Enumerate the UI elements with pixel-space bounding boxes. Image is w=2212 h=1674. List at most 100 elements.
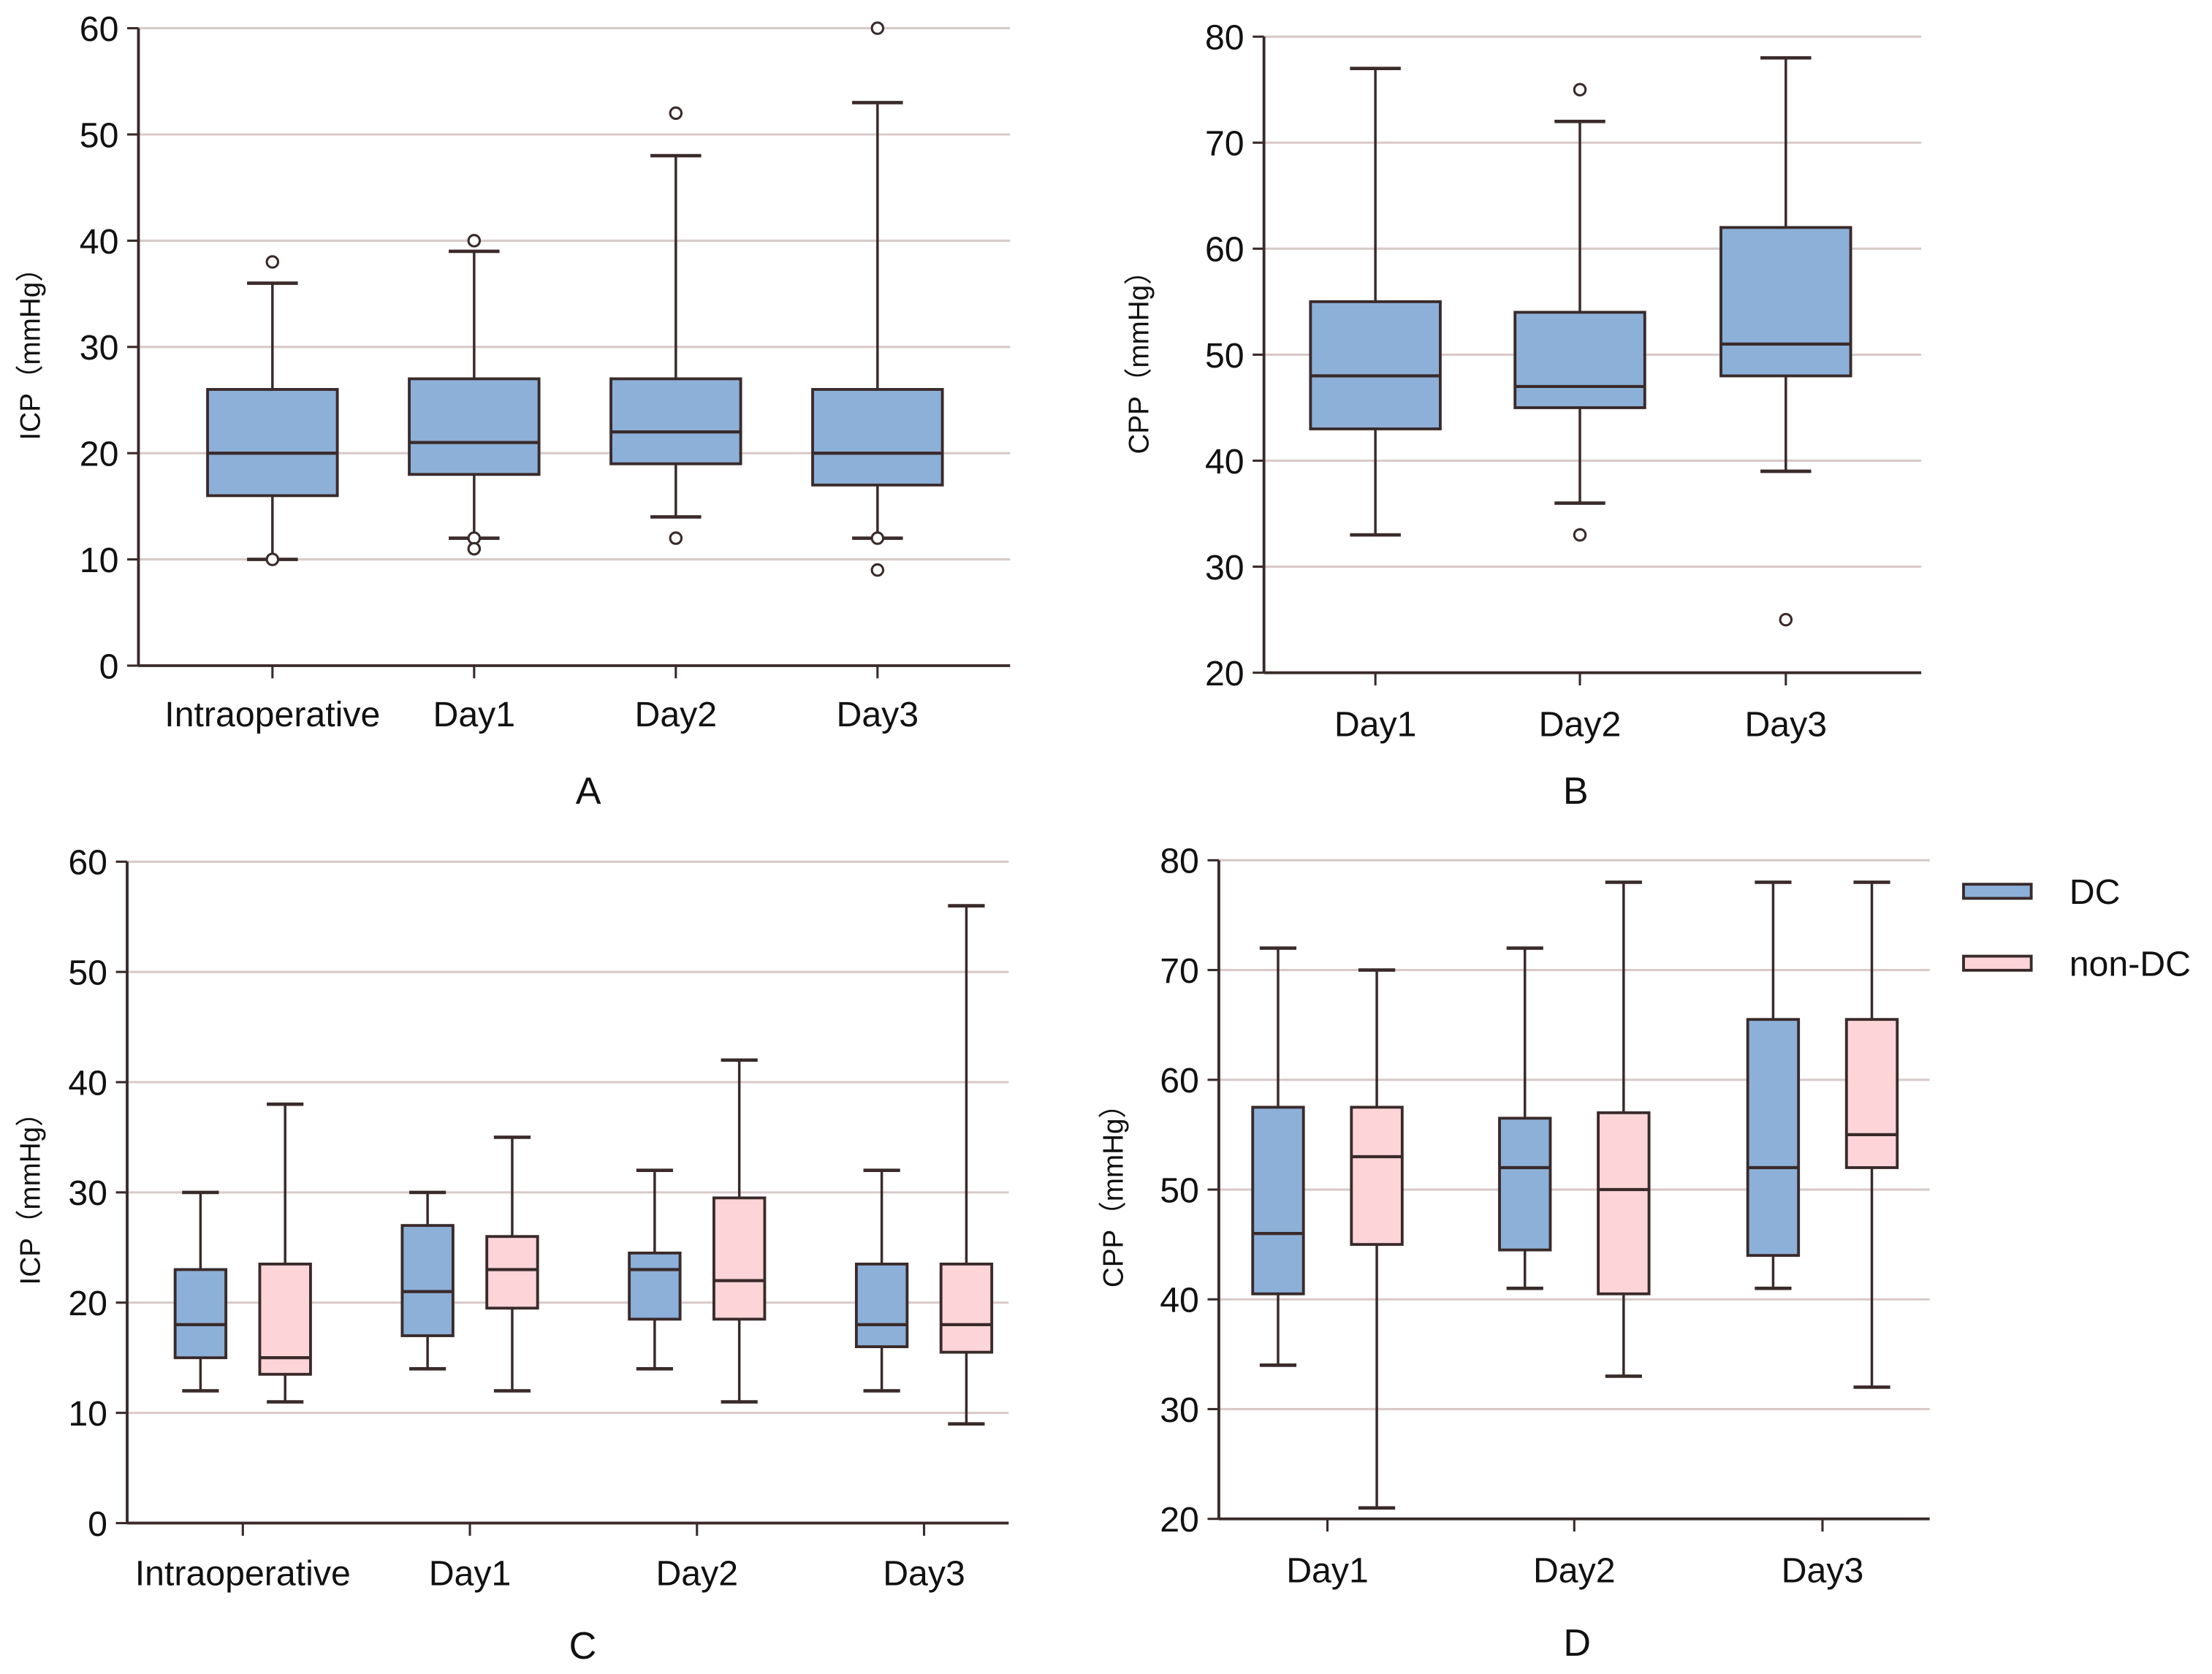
y-axis-label: CPP（mmHg） <box>1123 256 1155 454</box>
iqr-box <box>712 1196 767 1321</box>
box-non-dc-intraoperative <box>258 1102 312 1404</box>
panel-letter: D <box>1563 1622 1591 1665</box>
x-tick-label: Day3 <box>837 695 919 734</box>
box-non-dc-day1 <box>485 1135 539 1393</box>
y-tick-label: 20 <box>1160 1500 1199 1540</box>
box-all-day3 <box>811 21 944 577</box>
outlier-point <box>1779 612 1793 627</box>
iqr-box <box>628 1251 682 1321</box>
box-non-dc-day3 <box>939 904 994 1426</box>
legend-label: non-DC <box>2070 945 2191 984</box>
box-dc-day2 <box>1498 946 1552 1290</box>
y-tick-label: 50 <box>68 954 107 993</box>
y-tick-label: 20 <box>1205 654 1244 693</box>
y-axis-label: ICP（mmHg） <box>15 1098 46 1285</box>
outlier-point <box>870 21 885 35</box>
y-tick-label: 50 <box>1160 1171 1199 1210</box>
box-dc-day1 <box>400 1190 455 1371</box>
iqr-box <box>609 377 742 465</box>
outlier-point <box>870 563 885 577</box>
x-tick-label: Intraoperative <box>164 695 380 734</box>
box-dc-day3 <box>1746 880 1801 1290</box>
y-tick-label: 40 <box>1160 1281 1199 1320</box>
iqr-box <box>1513 311 1646 409</box>
legend-swatch <box>1962 883 2033 900</box>
y-tick-label: 20 <box>68 1284 107 1323</box>
y-tick-label: 30 <box>68 1173 107 1213</box>
iqr-box <box>1844 1018 1899 1169</box>
box-all-day1 <box>408 234 541 556</box>
y-tick-label: 20 <box>80 435 119 474</box>
x-tick-label: Intraoperative <box>135 1553 351 1593</box>
x-tick-label: Day1 <box>433 695 516 734</box>
iqr-box <box>173 1268 228 1360</box>
outlier-point <box>1573 83 1587 96</box>
x-tick-label: Day3 <box>1782 1551 1864 1591</box>
y-tick-label: 30 <box>1160 1390 1199 1430</box>
legend: DC non-DC <box>1962 872 2191 984</box>
iqr-box <box>1597 1111 1651 1296</box>
panel-letter: A <box>576 770 601 813</box>
outlier-point <box>669 106 683 121</box>
y-tick-label: 60 <box>1160 1061 1199 1100</box>
iqr-box <box>400 1224 455 1337</box>
iqr-box <box>1251 1106 1305 1296</box>
iqr-box <box>939 1263 994 1354</box>
outlier-point <box>265 552 280 566</box>
y-tick-label: 10 <box>68 1394 107 1434</box>
box-all-intraoperative <box>206 255 339 566</box>
y-tick-label: 60 <box>80 9 119 49</box>
y-tick-label: 40 <box>1205 442 1244 482</box>
y-tick-label: 0 <box>88 1504 107 1544</box>
iqr-box <box>1309 300 1442 430</box>
legend-label: DC <box>2070 872 2121 912</box>
y-tick-label: 30 <box>1205 548 1244 587</box>
iqr-box <box>1498 1116 1552 1252</box>
y-tick-label: 0 <box>99 647 119 686</box>
panel-c: 0 10 20 30 40 50 60 ICP（mmHg） Intraoperative Day1… <box>15 843 1009 1667</box>
panel-letter: C <box>569 1625 597 1667</box>
outlier-point <box>870 531 885 545</box>
box-all-day3 <box>1719 56 1852 627</box>
y-tick-label: 30 <box>80 328 119 368</box>
iqr-box <box>206 388 339 498</box>
panel-letter: B <box>1563 770 1589 813</box>
y-axis-label: CPP（mmHg） <box>1098 1090 1130 1287</box>
box-non-dc-day2 <box>712 1058 767 1404</box>
iqr-box <box>1746 1018 1801 1258</box>
y-tick-label: 40 <box>68 1063 107 1103</box>
x-tick-label: Day2 <box>655 1553 738 1593</box>
x-tick-label: Day2 <box>635 695 718 734</box>
x-tick-label: Day1 <box>429 1553 512 1593</box>
box-all-day2 <box>1513 83 1646 542</box>
box-non-dc-day1 <box>1350 968 1404 1510</box>
box-dc-day1 <box>1251 946 1305 1367</box>
box-dc-day2 <box>628 1168 682 1371</box>
y-tick-label: 50 <box>1205 336 1244 376</box>
panel-b: 20 30 40 50 60 70 80 CPP（mmHg） Day1 Day2 Day3 B <box>1123 18 1922 813</box>
x-tick-label: Day3 <box>1744 704 1827 744</box>
box-all-day1 <box>1309 66 1442 537</box>
y-tick-label: 10 <box>80 541 119 580</box>
y-tick-label: 70 <box>1205 124 1244 164</box>
outlier-point <box>265 255 280 269</box>
y-tick-label: 80 <box>1160 842 1199 881</box>
outlier-point <box>669 531 683 545</box>
y-axis-label: ICP（mmHg） <box>15 254 46 440</box>
y-tick-label: 50 <box>80 115 119 155</box>
box-all-day2 <box>609 106 742 545</box>
legend-swatch <box>1962 954 2033 972</box>
y-tick-label: 60 <box>68 843 107 883</box>
x-tick-label: Day1 <box>1334 704 1417 744</box>
box-non-dc-day3 <box>1844 880 1899 1389</box>
iqr-box <box>1719 226 1852 378</box>
y-tick-label: 60 <box>1205 230 1244 270</box>
iqr-box <box>258 1263 312 1376</box>
y-tick-label: 70 <box>1160 951 1199 991</box>
box-non-dc-day2 <box>1597 880 1651 1378</box>
iqr-box <box>811 388 944 487</box>
y-tick-label: 80 <box>1205 18 1244 58</box>
y-tick-label: 40 <box>80 222 119 262</box>
iqr-box <box>854 1263 909 1349</box>
